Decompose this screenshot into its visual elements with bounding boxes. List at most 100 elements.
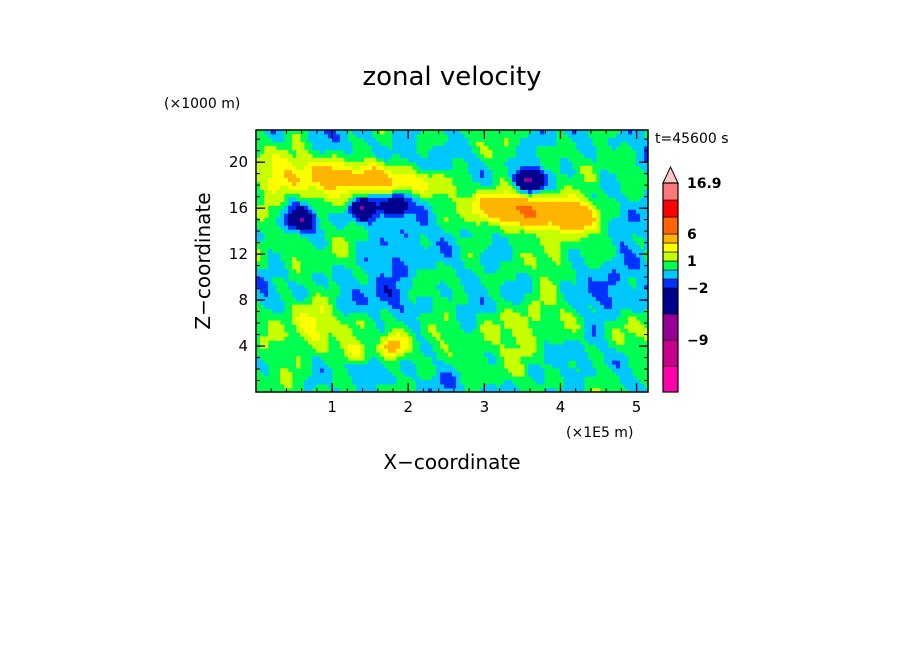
field-cell bbox=[384, 221, 389, 226]
field-cell bbox=[396, 201, 401, 206]
field-cell bbox=[456, 312, 461, 317]
field-cell bbox=[584, 368, 589, 373]
field-cell bbox=[588, 292, 593, 298]
field-cell bbox=[620, 213, 625, 218]
field-cell bbox=[420, 201, 425, 206]
field-cell bbox=[316, 173, 321, 179]
field-cell bbox=[368, 193, 373, 198]
field-cell bbox=[320, 316, 325, 321]
field-cell bbox=[580, 141, 585, 147]
field-cell bbox=[276, 217, 281, 222]
field-cell bbox=[392, 380, 397, 385]
field-cell bbox=[588, 308, 593, 314]
field-cell bbox=[332, 173, 337, 179]
field-cell bbox=[324, 157, 329, 163]
field-cell bbox=[572, 221, 577, 226]
field-cell bbox=[364, 300, 369, 306]
field-cell bbox=[380, 268, 385, 274]
field-cell bbox=[384, 368, 389, 373]
field-cell bbox=[592, 368, 597, 373]
field-cell bbox=[532, 133, 537, 139]
field-cell bbox=[600, 332, 605, 337]
field-cell bbox=[560, 312, 565, 317]
field-cell bbox=[476, 177, 481, 183]
field-cell bbox=[580, 284, 585, 290]
field-cell bbox=[356, 173, 361, 179]
field-cell bbox=[488, 249, 493, 254]
field-cell bbox=[588, 213, 593, 218]
field-cell bbox=[352, 161, 357, 167]
field-cell bbox=[492, 245, 497, 250]
field-cell bbox=[384, 197, 389, 202]
field-cell bbox=[640, 280, 645, 286]
field-cell bbox=[260, 209, 265, 214]
field-cell bbox=[320, 241, 325, 246]
field-cell bbox=[644, 300, 649, 306]
field-cell bbox=[368, 276, 373, 282]
field-cell bbox=[508, 165, 513, 171]
field-cell bbox=[600, 264, 605, 270]
field-cell bbox=[616, 189, 621, 194]
field-cell bbox=[272, 169, 277, 175]
field-cell bbox=[372, 253, 377, 258]
field-cell bbox=[404, 205, 409, 210]
field-cell bbox=[564, 185, 569, 190]
field-cell bbox=[504, 137, 509, 143]
field-cell bbox=[376, 249, 381, 254]
field-cell bbox=[392, 197, 397, 202]
field-cell bbox=[400, 133, 405, 139]
field-cell bbox=[308, 328, 313, 333]
field-cell bbox=[528, 372, 533, 377]
field-cell bbox=[376, 308, 381, 314]
field-cell bbox=[524, 141, 529, 147]
field-cell bbox=[384, 284, 389, 290]
field-cell bbox=[584, 356, 589, 361]
field-cell bbox=[560, 348, 565, 353]
field-cell bbox=[420, 181, 425, 186]
field-cell bbox=[512, 296, 517, 302]
field-cell bbox=[376, 312, 381, 317]
field-cell bbox=[276, 324, 281, 329]
field-cell bbox=[372, 149, 377, 155]
field-cell bbox=[292, 169, 297, 175]
field-cell bbox=[332, 276, 337, 282]
field-cell bbox=[440, 388, 445, 393]
field-cell bbox=[368, 288, 373, 294]
field-cell bbox=[544, 241, 549, 246]
field-cell bbox=[508, 245, 513, 250]
field-cell bbox=[488, 352, 493, 357]
field-cell bbox=[568, 384, 573, 389]
field-cell bbox=[584, 312, 589, 317]
field-cell bbox=[348, 280, 353, 286]
field-cell bbox=[372, 376, 377, 381]
field-cell bbox=[396, 340, 401, 345]
field-cell bbox=[308, 316, 313, 321]
field-cell bbox=[288, 380, 293, 385]
field-cell bbox=[600, 173, 605, 179]
field-cell bbox=[604, 276, 609, 282]
field-cell bbox=[400, 193, 405, 198]
field-cell bbox=[576, 272, 581, 278]
field-cell bbox=[464, 288, 469, 294]
field-cell bbox=[604, 300, 609, 306]
field-cell bbox=[412, 177, 417, 183]
field-cell bbox=[484, 257, 489, 262]
field-cell bbox=[468, 288, 473, 294]
field-cell bbox=[516, 336, 521, 341]
field-cell bbox=[356, 292, 361, 298]
field-cell bbox=[344, 296, 349, 302]
field-cell bbox=[380, 328, 385, 333]
field-cell bbox=[368, 245, 373, 250]
field-cell bbox=[628, 324, 633, 329]
field-cell bbox=[412, 241, 417, 246]
field-cell bbox=[476, 308, 481, 314]
field-cell bbox=[520, 221, 525, 226]
field-cell bbox=[444, 241, 449, 246]
field-cell bbox=[532, 161, 537, 167]
field-cell bbox=[524, 145, 529, 151]
field-cell bbox=[380, 344, 385, 349]
field-cell bbox=[584, 149, 589, 155]
field-cell bbox=[392, 193, 397, 198]
field-cell bbox=[552, 288, 557, 294]
field-cell bbox=[528, 201, 533, 206]
